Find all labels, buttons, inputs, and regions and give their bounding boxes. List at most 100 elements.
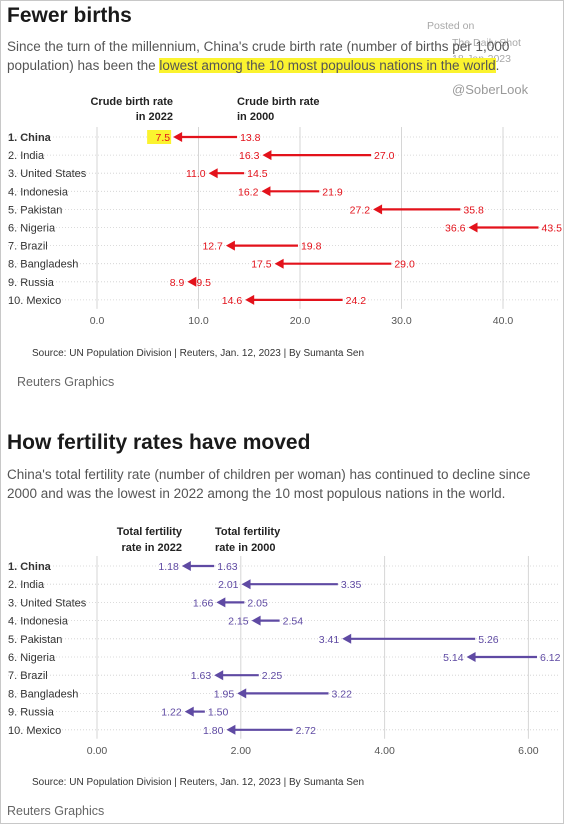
- arrow-head: [181, 561, 191, 571]
- value-label-2000: 5.26: [478, 634, 499, 646]
- category-label: 5. Pakistan: [8, 204, 62, 216]
- header-2022-line2: rate in 2022: [121, 542, 182, 554]
- value-label-2022: 3.41: [319, 634, 340, 646]
- value-label-2000: 3.22: [332, 688, 353, 700]
- arrow-head: [184, 706, 194, 717]
- header-2022-line1: Total fertility: [117, 526, 183, 538]
- chart1-subtitle: Since the turn of the millennium, China'…: [7, 37, 557, 75]
- value-label-2022: 1.80: [203, 725, 224, 737]
- arrow-head: [208, 168, 218, 179]
- arrow-head: [261, 186, 271, 197]
- value-label-2022: 11.0: [186, 168, 206, 180]
- x-tick-label: 6.00: [518, 745, 539, 757]
- value-label-2022: 8.9: [170, 277, 185, 289]
- category-label: 10. Mexico: [8, 725, 61, 737]
- arrow-head: [468, 222, 478, 233]
- highlight-box: [147, 130, 172, 144]
- arrow-head: [173, 132, 183, 142]
- arrow-head: [251, 615, 261, 626]
- category-label: 10. Mexico: [8, 295, 61, 307]
- value-label-2000: 43.5: [542, 223, 563, 235]
- category-label: 5. Pakistan: [8, 634, 62, 646]
- value-label-2000: 3.35: [341, 579, 362, 591]
- value-label-2000: 24.2: [346, 295, 367, 307]
- category-label: 3. United States: [8, 168, 87, 180]
- value-label-2000: 2.72: [296, 725, 317, 737]
- category-label: 9. Russia: [8, 277, 55, 289]
- chart1-subtitle-end: .: [495, 58, 500, 73]
- arrow-head: [342, 633, 352, 644]
- value-label-2000: 13.8: [240, 132, 261, 144]
- chart1-brand: Reuters Graphics: [17, 375, 115, 389]
- value-label-2000: 21.9: [322, 186, 343, 198]
- x-tick-label: 0.0: [90, 315, 105, 327]
- header-2000-line1: Total fertility: [215, 526, 281, 538]
- category-label: 8. Bangladesh: [8, 259, 78, 271]
- x-tick-label: 20.0: [290, 315, 311, 327]
- value-label-2000: 2.54: [283, 616, 304, 628]
- value-label-2022: 27.2: [350, 204, 371, 216]
- value-label-2022: 12.7: [202, 241, 223, 253]
- chart1-subtitle-text: Since the turn of the millennium, China'…: [7, 39, 510, 73]
- category-label: 1. China: [8, 132, 52, 144]
- category-label: 2. India: [8, 579, 45, 591]
- header-2000-line2: in 2000: [237, 111, 274, 123]
- value-label-2022: 1.66: [193, 597, 214, 609]
- value-label-2000: 6.12: [540, 652, 561, 664]
- value-label-2000: 29.0: [394, 259, 415, 271]
- header-2022-line1: Crude birth rate: [90, 96, 173, 108]
- watermark-site: The Daily Shot: [452, 37, 521, 49]
- arrow-head: [373, 204, 383, 215]
- value-label-2000: 9.5: [196, 277, 211, 289]
- arrow-head: [225, 240, 235, 251]
- chart1-title: Fewer births: [7, 4, 132, 27]
- value-label-2022: 1.22: [161, 707, 182, 719]
- value-label-2022: 16.2: [238, 186, 259, 198]
- x-tick-label: 30.0: [391, 315, 412, 327]
- category-label: 2. India: [8, 150, 45, 162]
- chart1-source: Source: UN Population Division | Reuters…: [32, 348, 365, 359]
- header-2000-line1: Crude birth rate: [237, 96, 320, 108]
- header-2000-line2: rate in 2000: [215, 542, 276, 554]
- value-label-2000: 35.8: [463, 204, 484, 216]
- category-label: 1. China: [8, 561, 52, 573]
- x-tick-label: 40.0: [493, 315, 514, 327]
- value-label-2000: 2.05: [247, 597, 268, 609]
- arrow-head: [466, 652, 476, 662]
- category-label: 4. Indonesia: [8, 616, 69, 628]
- chart2-subtitle: China's total fertility rate (number of …: [7, 467, 531, 501]
- watermark-posted: Posted on: [427, 20, 475, 32]
- category-label: 6. Nigeria: [8, 223, 56, 235]
- value-label-2022: 5.14: [443, 652, 464, 664]
- chart1-svg: Crude birth rate in 2022 Crude birth rate i…: [8, 96, 563, 327]
- value-label-2000: 14.5: [247, 168, 268, 180]
- chart2-source: Source: UN Population Division | Reuters…: [32, 777, 365, 788]
- value-label-2022: 1.63: [191, 670, 212, 682]
- category-label: 8. Bangladesh: [8, 688, 78, 700]
- chart1-subtitle-highlight: lowest among the 10 most populous nation…: [159, 58, 496, 73]
- arrow-head: [241, 579, 251, 590]
- category-label: 7. Brazil: [8, 670, 48, 682]
- value-label-2022: 16.3: [239, 150, 260, 162]
- arrow-head: [214, 670, 224, 681]
- value-label-2022: 14.6: [222, 295, 243, 307]
- chart2-svg: Total fertility rate in 2022 Total fertili…: [8, 526, 561, 757]
- x-tick-label: 10.0: [188, 315, 209, 327]
- value-label-2022: 1.95: [214, 688, 235, 700]
- category-label: 6. Nigeria: [8, 652, 56, 664]
- value-label-2022: 17.5: [251, 259, 272, 271]
- arrow-head: [237, 688, 247, 699]
- x-tick-label: 0.00: [87, 745, 108, 757]
- value-label-2022: 1.18: [158, 561, 179, 573]
- value-label-2022: 2.01: [218, 579, 239, 591]
- value-label-2000: 1.63: [217, 561, 238, 573]
- value-label-2000: 2.25: [262, 670, 283, 682]
- arrow-head: [187, 276, 197, 287]
- x-tick-label: 2.00: [231, 745, 252, 757]
- value-label-2022: 36.6: [445, 223, 466, 235]
- category-label: 3. United States: [8, 597, 87, 609]
- value-label-2000: 19.8: [301, 241, 322, 253]
- arrow-head: [216, 597, 226, 608]
- category-label: 9. Russia: [8, 707, 55, 719]
- arrow-head: [226, 724, 236, 735]
